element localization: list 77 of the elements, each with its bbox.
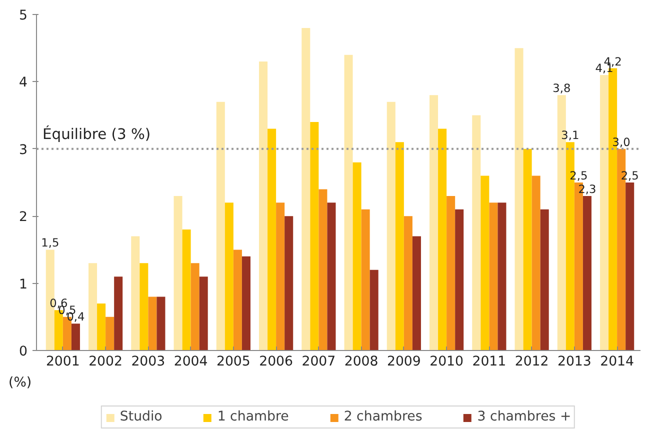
x-tick-label: 2007 [302, 354, 336, 370]
legend-label: 2 chambres [344, 410, 422, 424]
bar [233, 250, 242, 350]
bar [370, 270, 378, 350]
bar [446, 196, 456, 350]
x-tick-label: 2005 [216, 354, 250, 370]
bar [302, 28, 310, 350]
x-tick-label: 2009 [386, 354, 421, 370]
y-tick-label: 5 [19, 8, 28, 24]
bar [310, 122, 319, 350]
bar [224, 202, 234, 350]
bar [600, 74, 609, 350]
data-label: 1,5 [41, 236, 60, 250]
bar [540, 209, 549, 350]
x-tick-label: 2011 [472, 354, 506, 370]
x-tick-label: 2002 [88, 354, 123, 370]
ref-line-label: Équilibre (3 %) [42, 124, 151, 143]
x-tick-label: 2012 [514, 354, 549, 370]
bar [199, 276, 208, 350]
bar [386, 102, 396, 350]
y-tick-label: 1 [19, 277, 28, 292]
x-tick-label: 2001 [46, 354, 80, 370]
x-tick-label: 2014 [600, 354, 634, 370]
bar [276, 202, 285, 350]
bar [532, 176, 540, 350]
y-tick-label: 4 [19, 76, 28, 91]
x-tick-label: 2006 [259, 354, 294, 370]
bar [182, 230, 191, 350]
bar [97, 303, 106, 350]
bar [114, 276, 123, 350]
bar [582, 196, 592, 350]
y-tick-label: 3 [19, 142, 28, 158]
bar [156, 296, 166, 350]
legend-label: 3 chambres + [477, 410, 572, 424]
bar [259, 62, 268, 350]
bar [318, 189, 328, 350]
bar [268, 128, 276, 350]
y-axis-title: (%) [8, 376, 32, 390]
legend-label: Studio [120, 410, 162, 424]
y-tick-label: 0 [19, 344, 28, 360]
x-tick-label: 2010 [430, 354, 464, 370]
data-label: 3,8 [552, 81, 571, 96]
data-label: 3,1 [561, 128, 580, 142]
bar [412, 236, 421, 350]
bar [140, 263, 148, 350]
bar [395, 142, 404, 350]
legend-label: 1 chambre [217, 410, 289, 424]
bar [430, 95, 438, 350]
bar [361, 209, 370, 350]
bar [327, 202, 336, 350]
bar [514, 48, 524, 350]
bar [489, 202, 498, 350]
bar [344, 54, 353, 350]
bar [438, 128, 447, 350]
bar [242, 256, 250, 350]
bar [71, 324, 80, 350]
bar [498, 202, 506, 350]
bar [352, 162, 362, 350]
x-tick-label: 2013 [557, 354, 592, 370]
bar [88, 263, 98, 350]
bar [148, 296, 157, 350]
y-tick-label: 2 [19, 210, 28, 226]
x-tick-label: 2008 [344, 354, 378, 370]
bar [523, 148, 532, 350]
bar [472, 115, 481, 350]
bar [190, 263, 200, 350]
bar [216, 102, 225, 350]
bar [131, 236, 140, 350]
bar [284, 216, 294, 350]
bar [455, 209, 464, 350]
bar [480, 176, 490, 350]
bar [106, 316, 114, 350]
x-tick-label: 2003 [131, 354, 166, 370]
x-tick-label: 2004 [174, 354, 208, 370]
bar [174, 196, 182, 350]
bar [404, 216, 412, 350]
bar [626, 182, 634, 350]
